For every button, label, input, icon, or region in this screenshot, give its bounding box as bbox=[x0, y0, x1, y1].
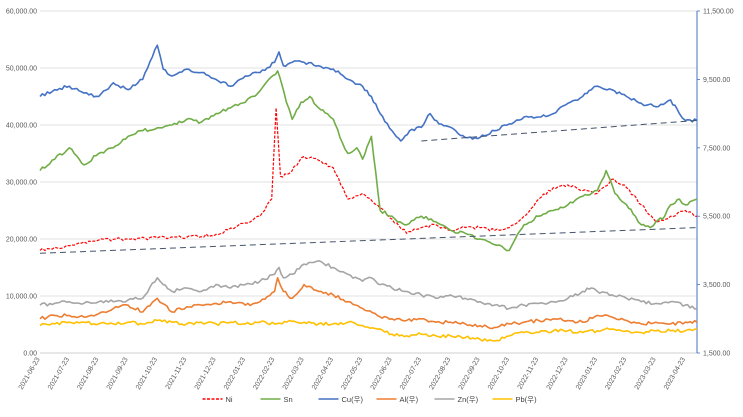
legend-item: Al(우) bbox=[376, 395, 419, 404]
legend-label: Ni bbox=[226, 395, 233, 404]
left-tick-label: 10,000.00 bbox=[6, 294, 37, 301]
x-tick-label: 2021-08-23 bbox=[76, 356, 100, 391]
legend-item: Pb(우) bbox=[492, 395, 538, 404]
right-axis-ticks: 1,500.00 3,500.00 5,500.00 7,500.00 9,500.00… bbox=[697, 9, 734, 358]
right-tick-label: 5,500.00 bbox=[703, 214, 730, 221]
series-line-sn bbox=[39, 70, 698, 252]
left-axis-ticks: 0.00 10,000.00 20,000.00 30,000.00 40,000.00… bbox=[6, 9, 37, 358]
x-tick-label: 2022-02-23 bbox=[252, 356, 276, 391]
trendline-1 bbox=[39, 227, 698, 254]
x-axis-ticks: 2021-06-23 2021-07-23 2021-08-23 2021-09-23… bbox=[18, 356, 687, 391]
legend-label: Sn bbox=[284, 395, 293, 404]
x-tick-label: 2022-07-23 bbox=[399, 356, 423, 391]
legend-label: Pb(우) bbox=[516, 395, 538, 404]
series-line-al bbox=[39, 276, 698, 330]
right-tick-label: 11,500.00 bbox=[703, 9, 734, 16]
trendline-0 bbox=[421, 119, 698, 142]
legend-item: Cu(우) bbox=[318, 395, 364, 404]
x-tick-label: 2022-05-23 bbox=[340, 356, 364, 391]
series-line-cu bbox=[39, 44, 698, 142]
legend-item: Ni bbox=[202, 395, 233, 404]
right-tick-label: 9,500.00 bbox=[703, 77, 730, 84]
trendlines bbox=[39, 119, 698, 254]
x-tick-label: 2023-02-23 bbox=[604, 356, 628, 391]
left-tick-label: 40,000.00 bbox=[6, 123, 37, 130]
legend-item: Zn(우) bbox=[434, 395, 479, 404]
legend-label: Al(우) bbox=[400, 395, 419, 404]
series bbox=[39, 44, 698, 342]
x-tick-label: 2023-04-23 bbox=[663, 356, 687, 391]
legend-label: Zn(우) bbox=[458, 395, 479, 404]
x-tick-label: 2023-03-23 bbox=[634, 356, 658, 391]
legend: Ni Sn Cu(우) Al(우) Zn(우) Pb(우) bbox=[202, 395, 538, 404]
x-tick-label: 2023-01-23 bbox=[575, 356, 599, 391]
right-tick-label: 3,500.00 bbox=[703, 282, 730, 289]
right-tick-label: 1,500.00 bbox=[703, 351, 730, 358]
x-tick-label: 2022-09-23 bbox=[458, 356, 482, 391]
left-tick-label: 20,000.00 bbox=[6, 237, 37, 244]
gridlines bbox=[40, 10, 697, 297]
x-tick-label: 2021-07-23 bbox=[47, 356, 71, 391]
x-tick-label: 2021-09-23 bbox=[106, 356, 130, 391]
x-tick-label: 2022-03-23 bbox=[282, 356, 306, 391]
x-tick-label: 2022-04-23 bbox=[311, 356, 335, 391]
series-line-zn bbox=[39, 259, 698, 311]
x-tick-label: 2021-10-23 bbox=[135, 356, 159, 391]
legend-label: Cu(우) bbox=[342, 395, 364, 404]
x-tick-label: 2022-11-23 bbox=[517, 356, 541, 390]
x-tick-label: 2021-11-23 bbox=[165, 356, 189, 390]
left-tick-label: 30,000.00 bbox=[6, 180, 37, 187]
x-tick-label: 2022-06-23 bbox=[370, 356, 394, 391]
x-tick-label: 2022-12-23 bbox=[546, 356, 570, 391]
series-line-pb bbox=[39, 318, 698, 342]
x-tick-label: 2022-10-23 bbox=[487, 356, 511, 391]
left-tick-label: 60,000.00 bbox=[6, 9, 37, 16]
left-tick-label: 50,000.00 bbox=[6, 66, 37, 73]
left-tick-label: 0.00 bbox=[23, 351, 37, 358]
series-line-ni bbox=[39, 107, 698, 252]
x-tick-label: 2022-01-23 bbox=[223, 356, 247, 391]
axes bbox=[40, 11, 698, 354]
x-tick-label: 2021-12-23 bbox=[194, 356, 218, 391]
x-tick-label: 2022-08-23 bbox=[428, 356, 452, 391]
right-tick-label: 7,500.00 bbox=[703, 145, 730, 152]
legend-item: Sn bbox=[260, 395, 293, 404]
x-tick-label: 2021-06-23 bbox=[18, 356, 42, 391]
